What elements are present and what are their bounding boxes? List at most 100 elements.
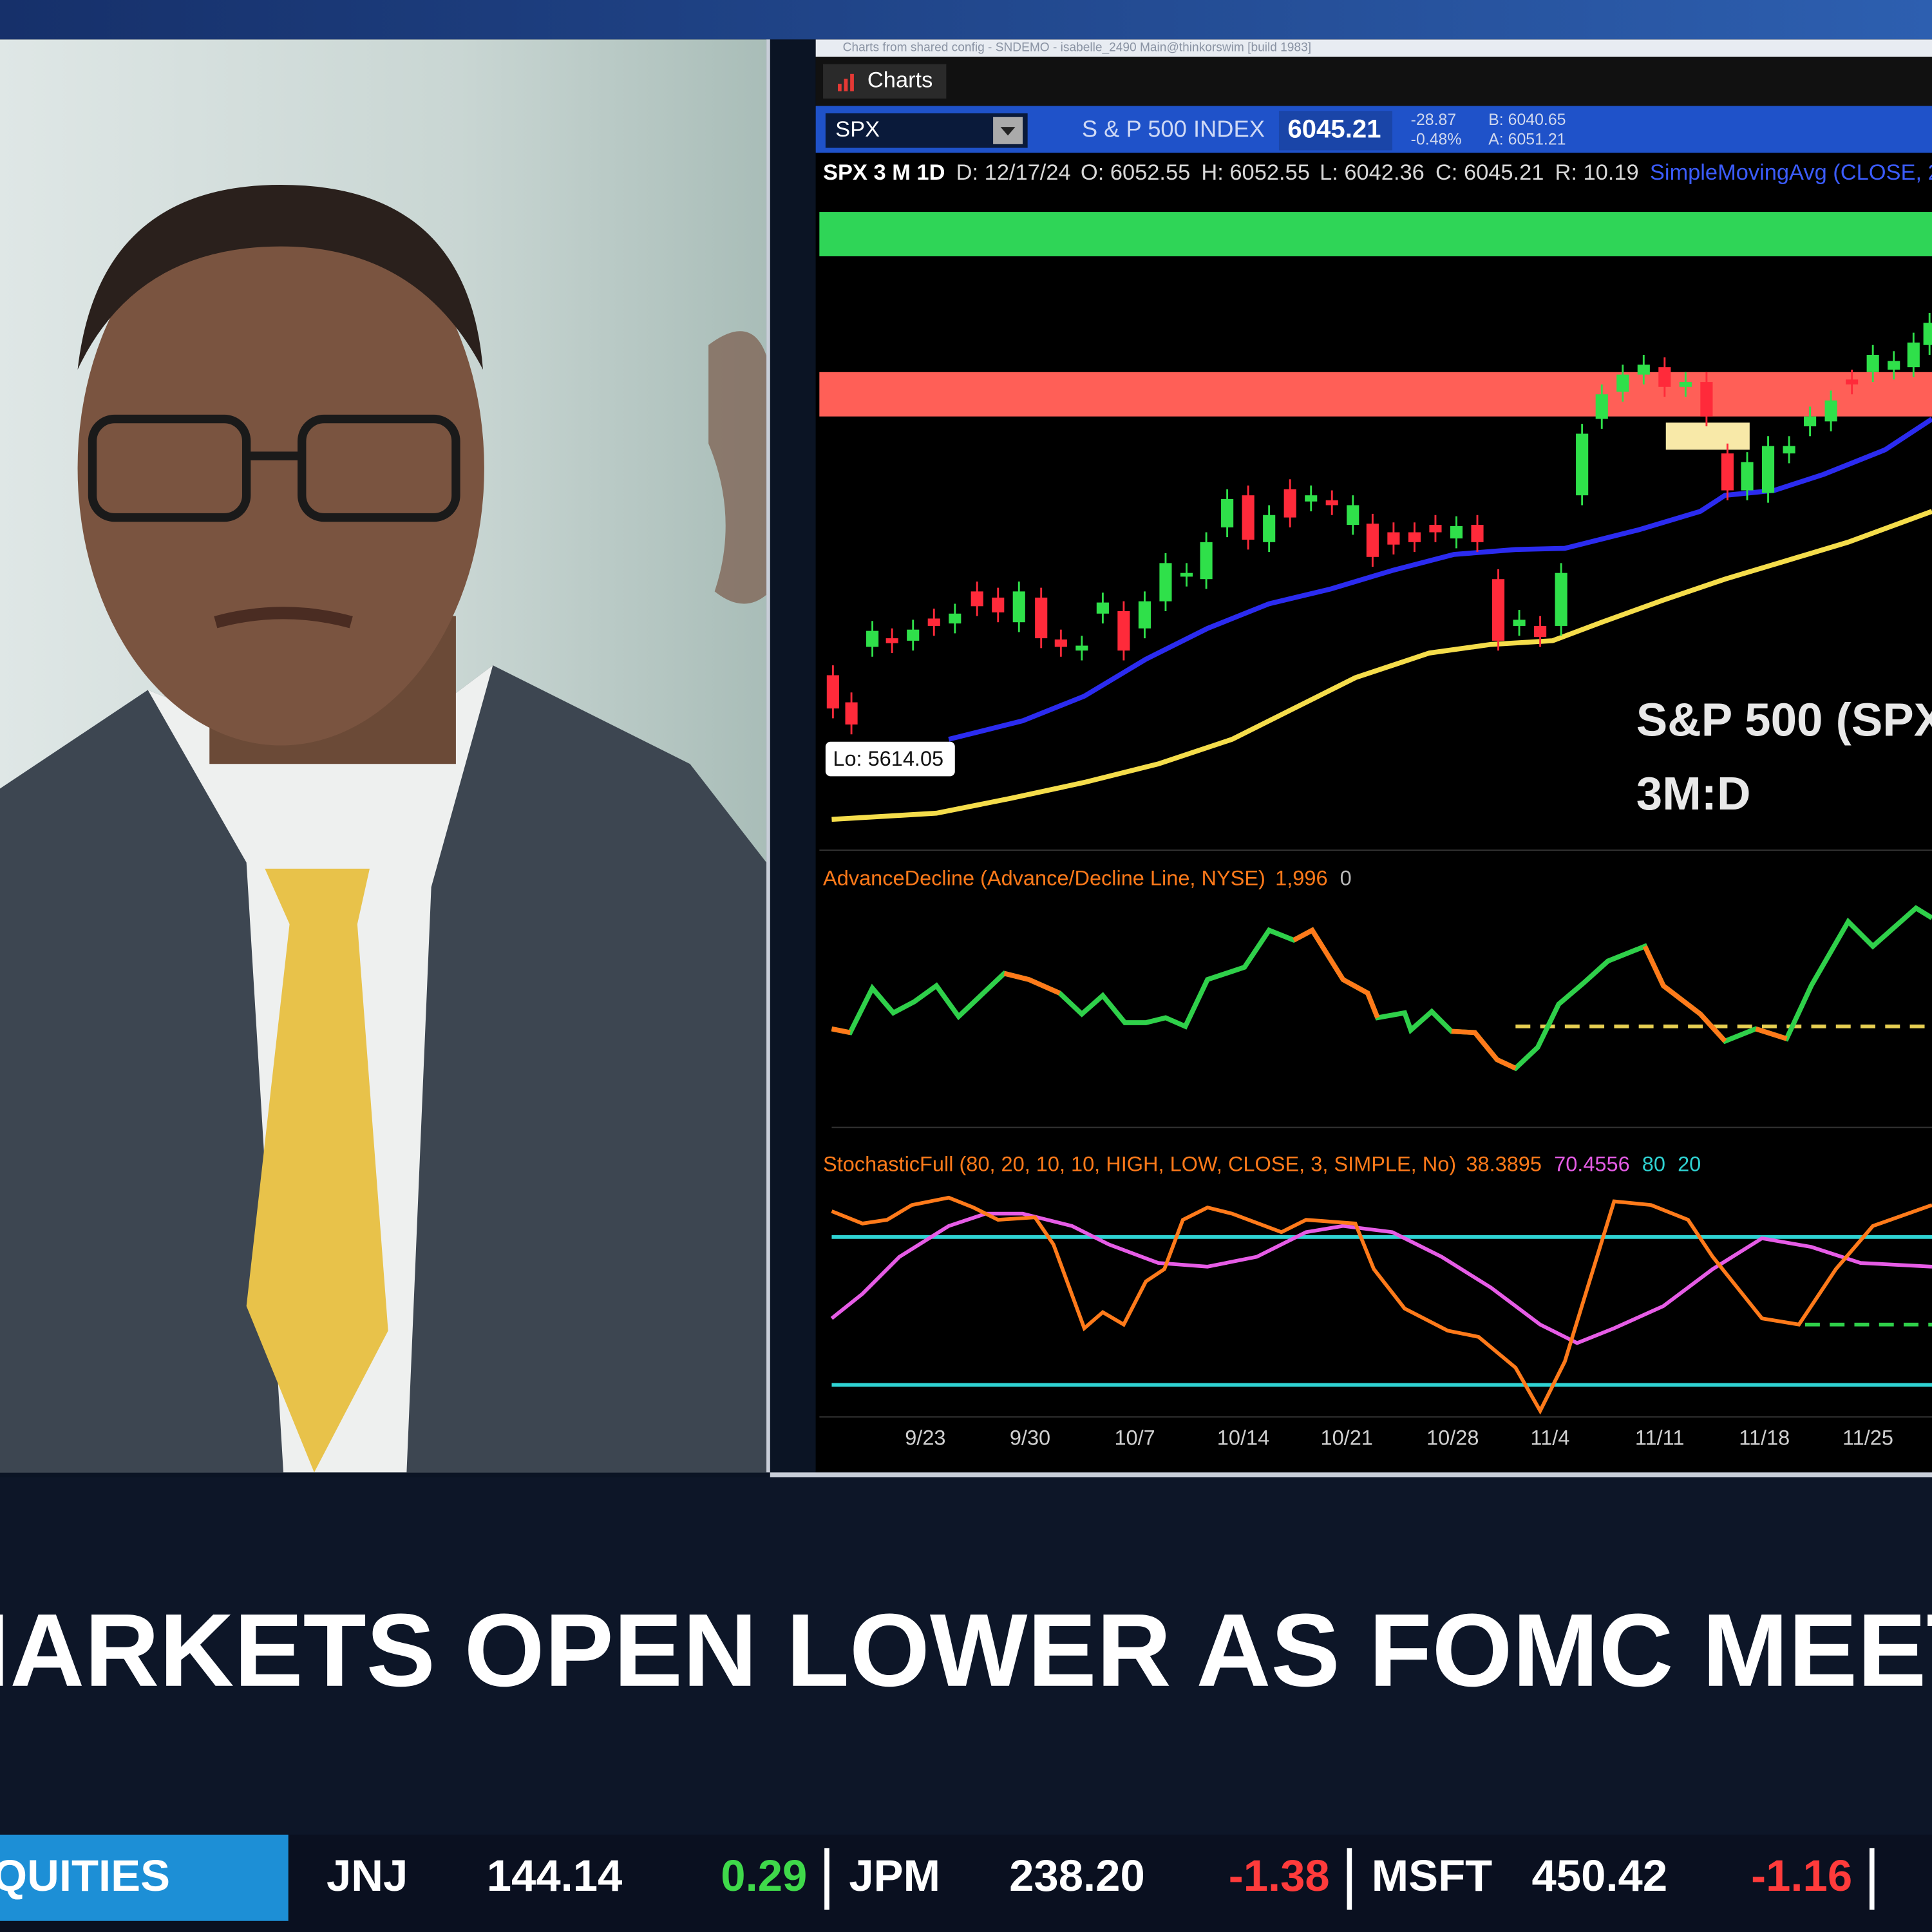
indicator-readout: 1,996 bbox=[1275, 867, 1327, 890]
candle-body bbox=[1180, 573, 1193, 577]
candle-body bbox=[1804, 416, 1817, 426]
x-tick-label: 10/21 bbox=[1321, 1426, 1373, 1449]
candle-body bbox=[1595, 394, 1608, 419]
ticker-separator bbox=[1869, 1848, 1875, 1910]
symbol[interactable]: SPX bbox=[835, 117, 880, 142]
x-tick-label: 11/11 bbox=[1635, 1426, 1685, 1449]
tab-icon bbox=[838, 73, 854, 91]
chart-background bbox=[815, 39, 1932, 1473]
ticker-change: -1.16 bbox=[1751, 1851, 1852, 1900]
charts-tab[interactable] bbox=[823, 64, 947, 99]
candle-body bbox=[907, 629, 920, 641]
tab-bar bbox=[815, 57, 1932, 106]
highlight-marker bbox=[1665, 422, 1750, 450]
ticker-items: JNJ 144.14 0.29 JPM 238.20 -1.38 MSFT 450.42 -1.… bbox=[327, 1848, 1875, 1910]
ticker-price: 450.42 bbox=[1532, 1851, 1668, 1900]
net-change: -28.87 bbox=[1411, 111, 1457, 129]
candle-body bbox=[886, 638, 898, 643]
candle-body bbox=[1534, 625, 1547, 638]
chart-caption: S&P 500 (SPX bbox=[1636, 694, 1932, 746]
info-item: H: 6052.55 bbox=[1201, 160, 1309, 185]
candle-body bbox=[1450, 526, 1463, 539]
candle-body bbox=[845, 702, 858, 724]
candle-body bbox=[1347, 505, 1359, 526]
ticker-price: 238.20 bbox=[1009, 1851, 1145, 1900]
candle-body bbox=[1888, 361, 1900, 370]
candle-body bbox=[1700, 382, 1713, 417]
symbol-description: S & P 500 INDEX bbox=[1082, 115, 1265, 142]
candle-body bbox=[1305, 495, 1318, 502]
ticker-price: 144.14 bbox=[487, 1851, 623, 1900]
fast-moving-average bbox=[948, 417, 1932, 742]
low-label: Lo: 5614.05 bbox=[833, 747, 943, 770]
supply-zone bbox=[819, 372, 1932, 417]
x-tick-label: 9/30 bbox=[1010, 1426, 1050, 1449]
indicator-label: AdvanceDecline (Advance/Decline Line, NY… bbox=[823, 867, 1265, 890]
candle-body bbox=[1012, 591, 1025, 623]
candle-body bbox=[1159, 563, 1172, 601]
chart-panel: Charts from shared config - SNDEMO - isa… bbox=[815, 39, 1932, 1473]
top-bar bbox=[0, 0, 1932, 40]
low-label-box bbox=[825, 741, 955, 777]
candle-body bbox=[1325, 500, 1338, 506]
mouth bbox=[214, 607, 353, 629]
info-item: C: 6045.21 bbox=[1435, 160, 1544, 185]
advance-decline-header: AdvanceDecline (Advance/Decline Line, NY… bbox=[823, 867, 1352, 890]
candle-body bbox=[927, 618, 940, 626]
candle-body bbox=[1907, 342, 1920, 368]
tie bbox=[246, 868, 388, 1473]
ticker-symbol: JNJ bbox=[327, 1851, 408, 1900]
advance-decline-down-segments bbox=[831, 927, 1788, 1071]
candle-body bbox=[1824, 400, 1837, 422]
candle-body bbox=[826, 675, 839, 709]
candle-body bbox=[1035, 597, 1048, 639]
candle-body bbox=[971, 591, 983, 607]
candle-body bbox=[949, 613, 961, 624]
indicator-readout: 20 bbox=[1678, 1153, 1701, 1176]
ticker-change: 0.29 bbox=[721, 1851, 807, 1900]
indicator-readout: 38.3895 bbox=[1466, 1153, 1542, 1176]
indicator-readout: 70.4556 bbox=[1554, 1153, 1630, 1176]
ask: A: 6051.21 bbox=[1488, 131, 1566, 149]
candles bbox=[826, 312, 1932, 735]
candle-body bbox=[1846, 379, 1859, 384]
x-tick-label: 10/28 bbox=[1426, 1426, 1479, 1449]
glasses bbox=[88, 414, 460, 522]
ticker-change: -1.38 bbox=[1229, 1851, 1330, 1900]
candle-body bbox=[1054, 639, 1067, 647]
candle-body bbox=[1200, 542, 1213, 580]
candle-body bbox=[1075, 645, 1088, 651]
candle-body bbox=[1117, 611, 1130, 651]
chart-caption: 3M:D bbox=[1636, 768, 1751, 820]
indicator-readout: 0 bbox=[1340, 867, 1352, 890]
hair bbox=[77, 184, 484, 370]
ticker-separator bbox=[824, 1848, 829, 1910]
x-tick-label: 11/4 bbox=[1530, 1426, 1569, 1449]
candle-body bbox=[1263, 515, 1276, 542]
x-tick-label: 9/23 bbox=[905, 1426, 945, 1449]
candle-body bbox=[1741, 462, 1754, 491]
x-tick-label: 11/25 bbox=[1842, 1426, 1893, 1449]
tab-label[interactable]: Charts bbox=[867, 68, 933, 92]
candle-body bbox=[1429, 525, 1442, 533]
candle-body bbox=[1658, 367, 1671, 387]
info-item: D: 12/17/24 bbox=[956, 160, 1071, 185]
window-title: Charts from shared config - SNDEMO - isa… bbox=[843, 41, 1311, 55]
info-item: O: 6052.55 bbox=[1081, 160, 1190, 185]
bid: B: 6040.65 bbox=[1488, 111, 1566, 129]
info-item: L: 6042.36 bbox=[1320, 160, 1425, 185]
candle-body bbox=[1637, 365, 1650, 375]
candle-body bbox=[1923, 323, 1932, 345]
panel-border bbox=[770, 1472, 1932, 1478]
candle-body bbox=[1138, 601, 1151, 629]
x-tick-label: 11/18 bbox=[1739, 1426, 1790, 1449]
candle-body bbox=[1866, 355, 1879, 372]
x-axis: 9/23 9/30 10/7 10/14 10/21 10/28 11/4 11/11 11/1… bbox=[905, 1426, 1893, 1449]
candle-body bbox=[1471, 525, 1484, 542]
candle-body bbox=[1387, 532, 1400, 545]
window-titlebar bbox=[815, 39, 1932, 57]
x-tick-label: 10/7 bbox=[1114, 1426, 1155, 1449]
candle-body bbox=[1366, 524, 1379, 557]
